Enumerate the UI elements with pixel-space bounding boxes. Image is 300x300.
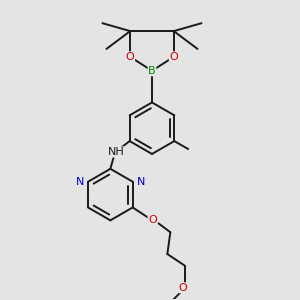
Text: N: N	[136, 177, 145, 187]
Text: O: O	[169, 52, 178, 62]
Text: N: N	[76, 177, 84, 187]
Text: O: O	[148, 215, 157, 225]
Text: O: O	[179, 283, 188, 293]
Text: O: O	[126, 52, 135, 62]
Text: NH: NH	[107, 147, 124, 157]
Text: B: B	[148, 66, 156, 76]
